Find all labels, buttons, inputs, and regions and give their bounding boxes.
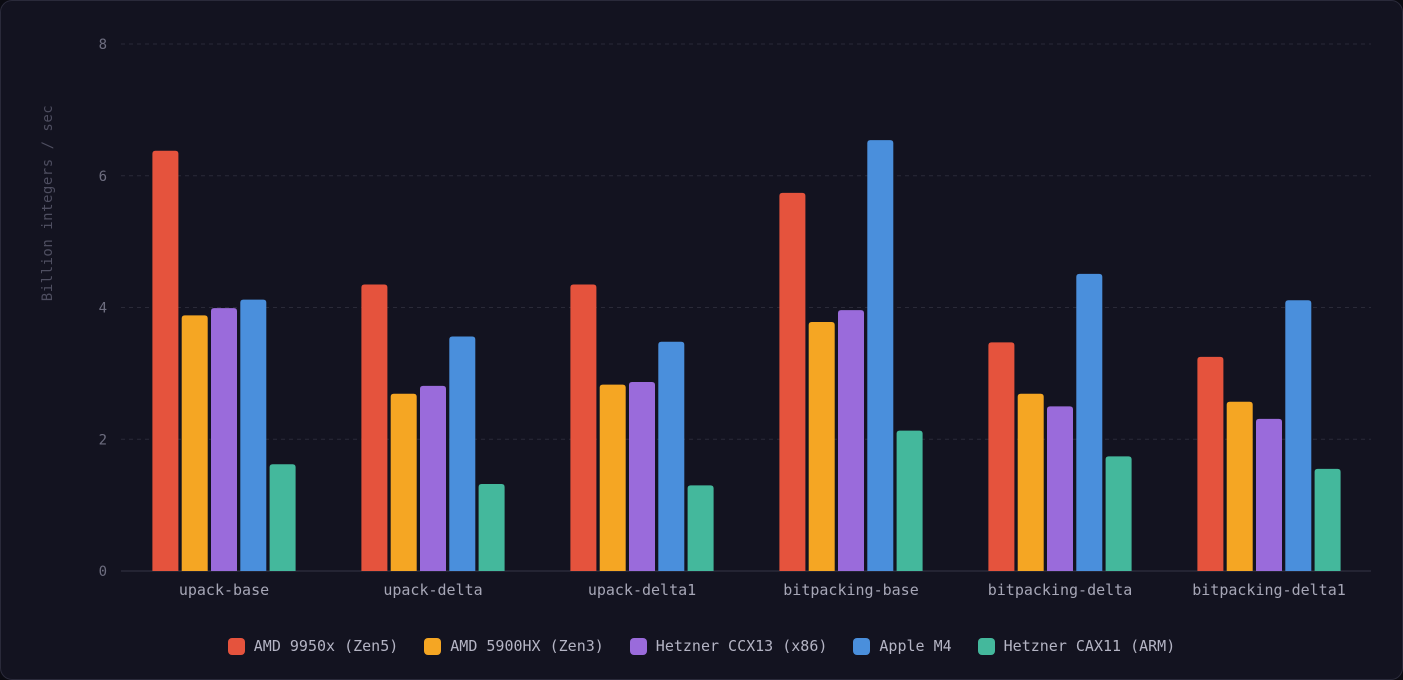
legend-item: AMD 5900HX (Zen3) xyxy=(424,637,604,655)
legend-swatch xyxy=(853,637,871,655)
bar-upack-delta1-1 xyxy=(599,384,626,571)
x-tick-label: bitpacking-delta xyxy=(988,581,1133,599)
y-tick-label: 0 xyxy=(99,564,107,580)
bar-bitpacking-delta-0 xyxy=(988,342,1015,571)
bars-layer xyxy=(152,140,1341,572)
bar-bitpacking-delta-3 xyxy=(1076,273,1103,571)
bar-upack-delta-4 xyxy=(478,484,505,571)
bar-upack-delta1-2 xyxy=(629,381,655,571)
bar-upack-delta1-4 xyxy=(687,485,714,571)
bar-upack-delta-3 xyxy=(449,336,476,571)
bar-bitpacking-base-4 xyxy=(896,430,923,571)
bar-bitpacking-delta-2 xyxy=(1047,406,1073,571)
legend-item: AMD 9950x (Zen5) xyxy=(227,637,399,655)
x-tick-label: bitpacking-base xyxy=(783,581,918,599)
bar-upack-delta-2 xyxy=(420,385,446,571)
legend-item: Hetzner CAX11 (ARM) xyxy=(977,637,1176,655)
legend-item: Hetzner CCX13 (x86) xyxy=(629,637,828,655)
bar-upack-delta1-3 xyxy=(658,341,685,571)
legend-label: Hetzner CCX13 (x86) xyxy=(655,637,828,655)
bar-bitpacking-delta-1 xyxy=(1017,393,1044,571)
y-tick-label: 2 xyxy=(99,432,107,448)
bar-upack-delta1-0 xyxy=(570,284,597,571)
legend: AMD 9950x (Zen5) AMD 5900HX (Zen3) Hetzner… xyxy=(0,634,1403,658)
bar-upack-base-2 xyxy=(211,308,237,571)
bar-chart: 0 2 4 6 8 upack-base upack-delta upack-delta1 bi… xyxy=(40,37,1371,599)
bar-bitpacking-delta1-0 xyxy=(1197,356,1224,571)
legend-swatch xyxy=(227,637,245,655)
bar-bitpacking-delta-4 xyxy=(1105,456,1132,571)
labels-layer: 0 2 4 6 8 upack-base upack-delta upack-delta1 bi… xyxy=(99,37,1346,599)
legend-label: Apple M4 xyxy=(879,637,952,655)
bar-bitpacking-base-2 xyxy=(838,310,864,571)
bar-upack-base-3 xyxy=(240,299,267,571)
legend-item: Apple M4 xyxy=(853,637,952,655)
y-tick-label: 8 xyxy=(99,37,107,53)
legend-label: AMD 9950x (Zen5) xyxy=(253,637,399,655)
y-tick-label: 6 xyxy=(99,169,107,185)
x-tick-label: bitpacking-delta1 xyxy=(1192,581,1346,599)
bar-bitpacking-delta1-2 xyxy=(1256,418,1282,571)
y-axis-title: Billion integers / sec xyxy=(40,105,56,301)
bar-bitpacking-base-3 xyxy=(867,140,894,572)
legend-swatch xyxy=(977,637,995,655)
legend-swatch xyxy=(629,637,647,655)
x-tick-label: upack-delta xyxy=(383,581,482,599)
bar-upack-delta-0 xyxy=(361,284,388,571)
bar-upack-base-4 xyxy=(269,464,296,571)
legend-label: Hetzner CAX11 (ARM) xyxy=(1003,637,1176,655)
x-tick-label: upack-delta1 xyxy=(588,581,696,599)
x-tick-label: upack-base xyxy=(179,581,269,599)
bar-upack-delta-1 xyxy=(390,393,417,571)
y-tick-label: 4 xyxy=(99,301,107,317)
bar-bitpacking-delta1-4 xyxy=(1314,468,1341,571)
grid-layer xyxy=(121,43,1371,572)
bar-bitpacking-delta1-1 xyxy=(1226,401,1253,571)
bar-upack-base-1 xyxy=(181,315,208,571)
bar-upack-base-0 xyxy=(152,150,179,571)
bar-bitpacking-base-1 xyxy=(808,321,835,571)
legend-swatch xyxy=(424,637,442,655)
bar-bitpacking-delta1-3 xyxy=(1285,300,1312,571)
bar-bitpacking-base-0 xyxy=(779,192,806,571)
legend-label: AMD 5900HX (Zen3) xyxy=(450,637,604,655)
